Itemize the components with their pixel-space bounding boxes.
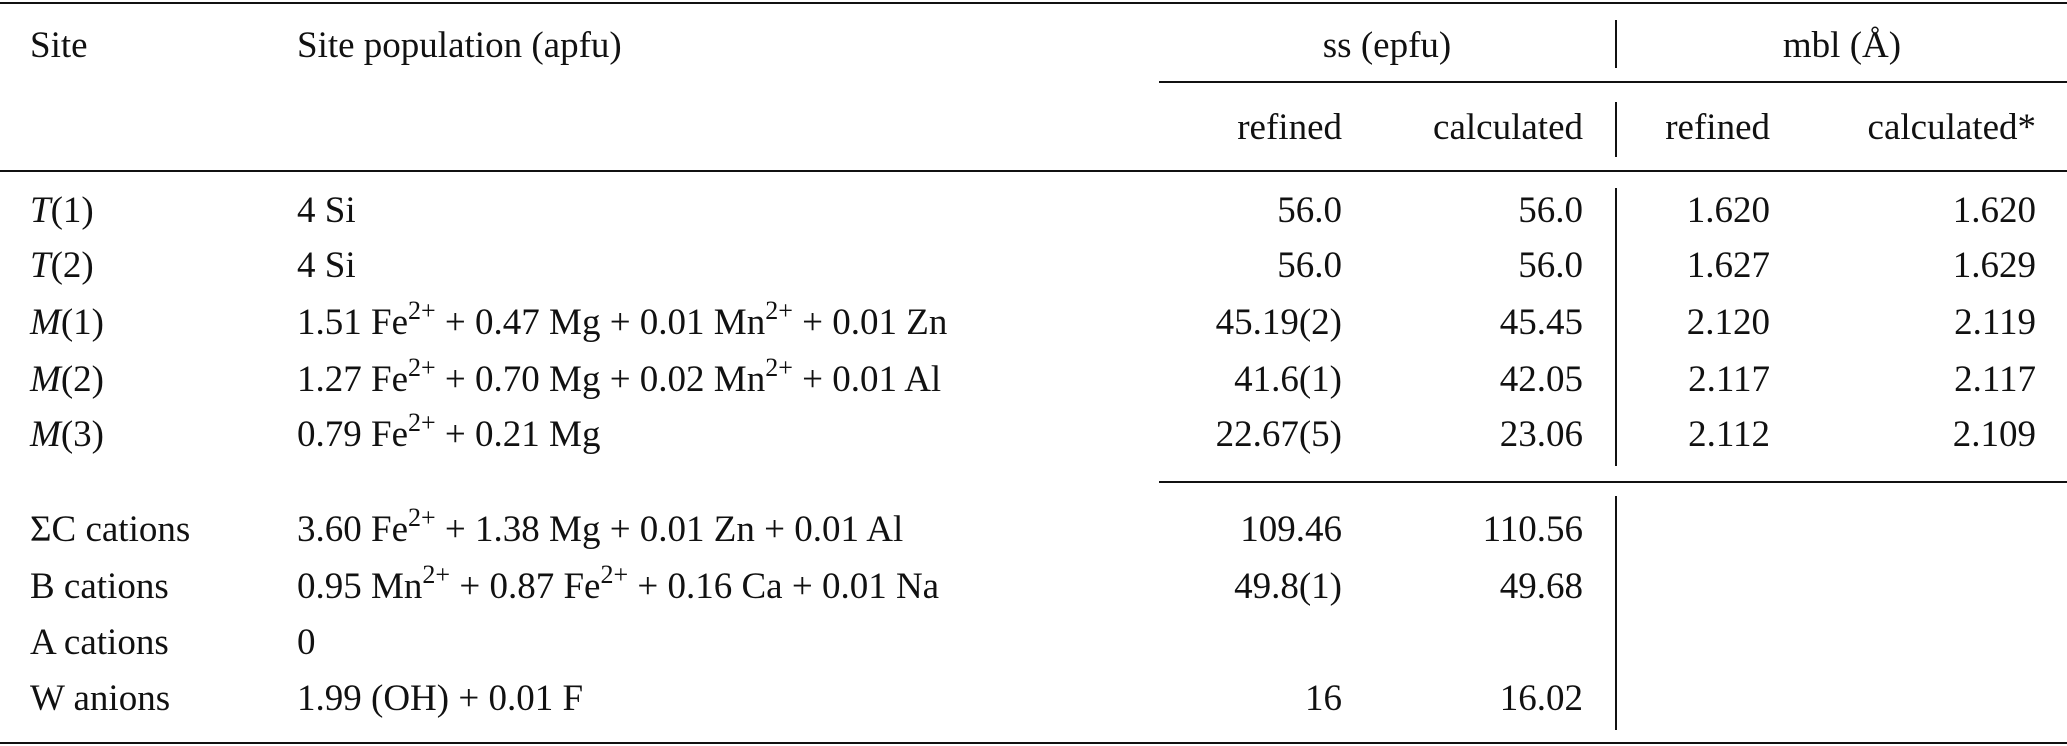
mbl-refined: 2.112 [1688, 414, 1770, 455]
population-term: 0 [297, 622, 316, 663]
population-term: 3.60 Fe [297, 509, 408, 550]
population-term: + 0.21 Mg [444, 414, 601, 455]
site-population: 4 Si [297, 244, 356, 288]
mbl-calculated: 1.620 [1952, 190, 2036, 231]
charge-superscript: 2+ [408, 295, 436, 325]
population-term: 1.27 Fe [297, 359, 408, 400]
header-mbl-refined: refined [1665, 107, 1770, 148]
header-site: Site [30, 25, 88, 66]
column-divider [1615, 102, 1617, 157]
site-symbol: M [30, 359, 61, 400]
charge-superscript: 2+ [765, 352, 793, 382]
top-rule [0, 2, 2067, 4]
site-symbol: T [30, 190, 51, 231]
site-label: T(1) [30, 189, 94, 233]
population-term: + 0.47 Mg + 0.01 Mn [444, 302, 766, 343]
ss-refined: 41.6(1) [1234, 359, 1342, 400]
population-term: + 0.70 Mg + 0.02 Mn [444, 359, 766, 400]
site-population: 1.99 (OH) + 0.01 F [297, 677, 583, 721]
population-term: 0.95 Mn [297, 566, 423, 607]
mid-rule [1159, 481, 2067, 483]
site-index: (2) [50, 245, 94, 286]
site-symbol: M [30, 302, 61, 343]
population-term: + 0.01 Al [802, 359, 942, 400]
charge-superscript: 2+ [408, 407, 436, 437]
ss-refined: 45.19(2) [1215, 302, 1342, 343]
site-index: (1) [50, 190, 94, 231]
population-term: + 0.87 Fe [459, 566, 601, 607]
header-population: Site population (apfu) [297, 25, 622, 66]
population-term: + 0.16 Ca + 0.01 Na [637, 566, 940, 607]
column-divider [1615, 188, 1617, 466]
charge-superscript: 2+ [408, 352, 436, 382]
population-term: + 0.01 Zn [802, 302, 948, 343]
mbl-refined: 2.117 [1688, 359, 1770, 400]
population-term: 4 Si [297, 245, 356, 286]
ss-refined: 16 [1305, 678, 1342, 719]
site-symbol: T [30, 245, 51, 286]
ss-calculated: 110.56 [1482, 509, 1583, 550]
mbl-refined: 1.627 [1686, 245, 1770, 286]
header-ss-group: ss (epfu) [1322, 25, 1452, 66]
ss-refined: 49.8(1) [1234, 566, 1342, 607]
population-term: 1.51 Fe [297, 302, 408, 343]
population-term: 0.79 Fe [297, 414, 408, 455]
site-population: 1.51 Fe2+ + 0.47 Mg + 0.01 Mn2+ + 0.01 Z… [297, 297, 948, 345]
ss-calculated: 56.0 [1518, 245, 1583, 286]
site-index: (1) [60, 302, 104, 343]
column-divider [1615, 496, 1617, 730]
ss-calculated: 45.45 [1499, 302, 1583, 343]
ss-calculated: 16.02 [1499, 678, 1583, 719]
site-population: 1.27 Fe2+ + 0.70 Mg + 0.02 Mn2+ + 0.01 A… [297, 354, 942, 402]
site-index: (2) [60, 359, 104, 400]
charge-superscript: 2+ [600, 559, 629, 589]
mbl-calculated: 1.629 [1952, 245, 2036, 286]
population-term: 4 Si [297, 190, 356, 231]
site-label: W anions [30, 678, 171, 719]
site-population: 0.79 Fe2+ + 0.21 Mg [297, 409, 601, 457]
charge-superscript: 2+ [408, 502, 436, 532]
header-rule [0, 170, 2067, 172]
ss-calculated: 49.68 [1499, 566, 1583, 607]
site-population: 3.60 Fe2+ + 1.38 Mg + 0.01 Zn + 0.01 Al [297, 504, 904, 552]
ss-calculated: 23.06 [1499, 414, 1583, 455]
site-label: M(3) [30, 413, 104, 457]
mbl-calculated: 2.109 [1952, 414, 2036, 455]
site-index: (3) [60, 414, 104, 455]
ss-refined: 56.0 [1277, 245, 1342, 286]
ss-refined: 109.46 [1240, 509, 1342, 550]
mbl-calculated: 2.119 [1954, 302, 2036, 343]
ss-calculated: 42.05 [1499, 359, 1583, 400]
site-label: T(2) [30, 244, 94, 288]
header-mbl-group: mbl (Å) [1782, 25, 1902, 66]
site-population: 0 [297, 621, 316, 665]
site-label: M(1) [30, 301, 104, 345]
header-mbl-calculated: calculated* [1867, 107, 2036, 148]
site-label: A cations [30, 622, 169, 663]
site-population: 0.95 Mn2+ + 0.87 Fe2+ + 0.16 Ca + 0.01 N… [297, 561, 940, 609]
site-population: 4 Si [297, 189, 356, 233]
column-divider [1615, 20, 1617, 68]
population-term: + 1.38 Mg + 0.01 Zn + 0.01 Al [444, 509, 904, 550]
bottom-rule [0, 742, 2067, 744]
ss-calculated: 56.0 [1518, 190, 1583, 231]
site-label: ΣC cations [30, 509, 191, 550]
site-label: B cations [30, 566, 169, 607]
charge-superscript: 2+ [422, 559, 451, 589]
mbl-calculated: 2.117 [1954, 359, 2036, 400]
charge-superscript: 2+ [765, 295, 793, 325]
site-symbol: M [30, 414, 61, 455]
header-ss-calculated: calculated [1433, 107, 1583, 148]
mbl-refined: 2.120 [1686, 302, 1770, 343]
site-label: M(2) [30, 358, 104, 402]
ss-refined: 22.67(5) [1215, 414, 1342, 455]
ss-refined: 56.0 [1277, 190, 1342, 231]
group-rule [1159, 81, 2067, 83]
population-term: 1.99 (OH) + 0.01 F [297, 678, 584, 719]
header-ss-refined: refined [1237, 107, 1342, 148]
mbl-refined: 1.620 [1686, 190, 1770, 231]
